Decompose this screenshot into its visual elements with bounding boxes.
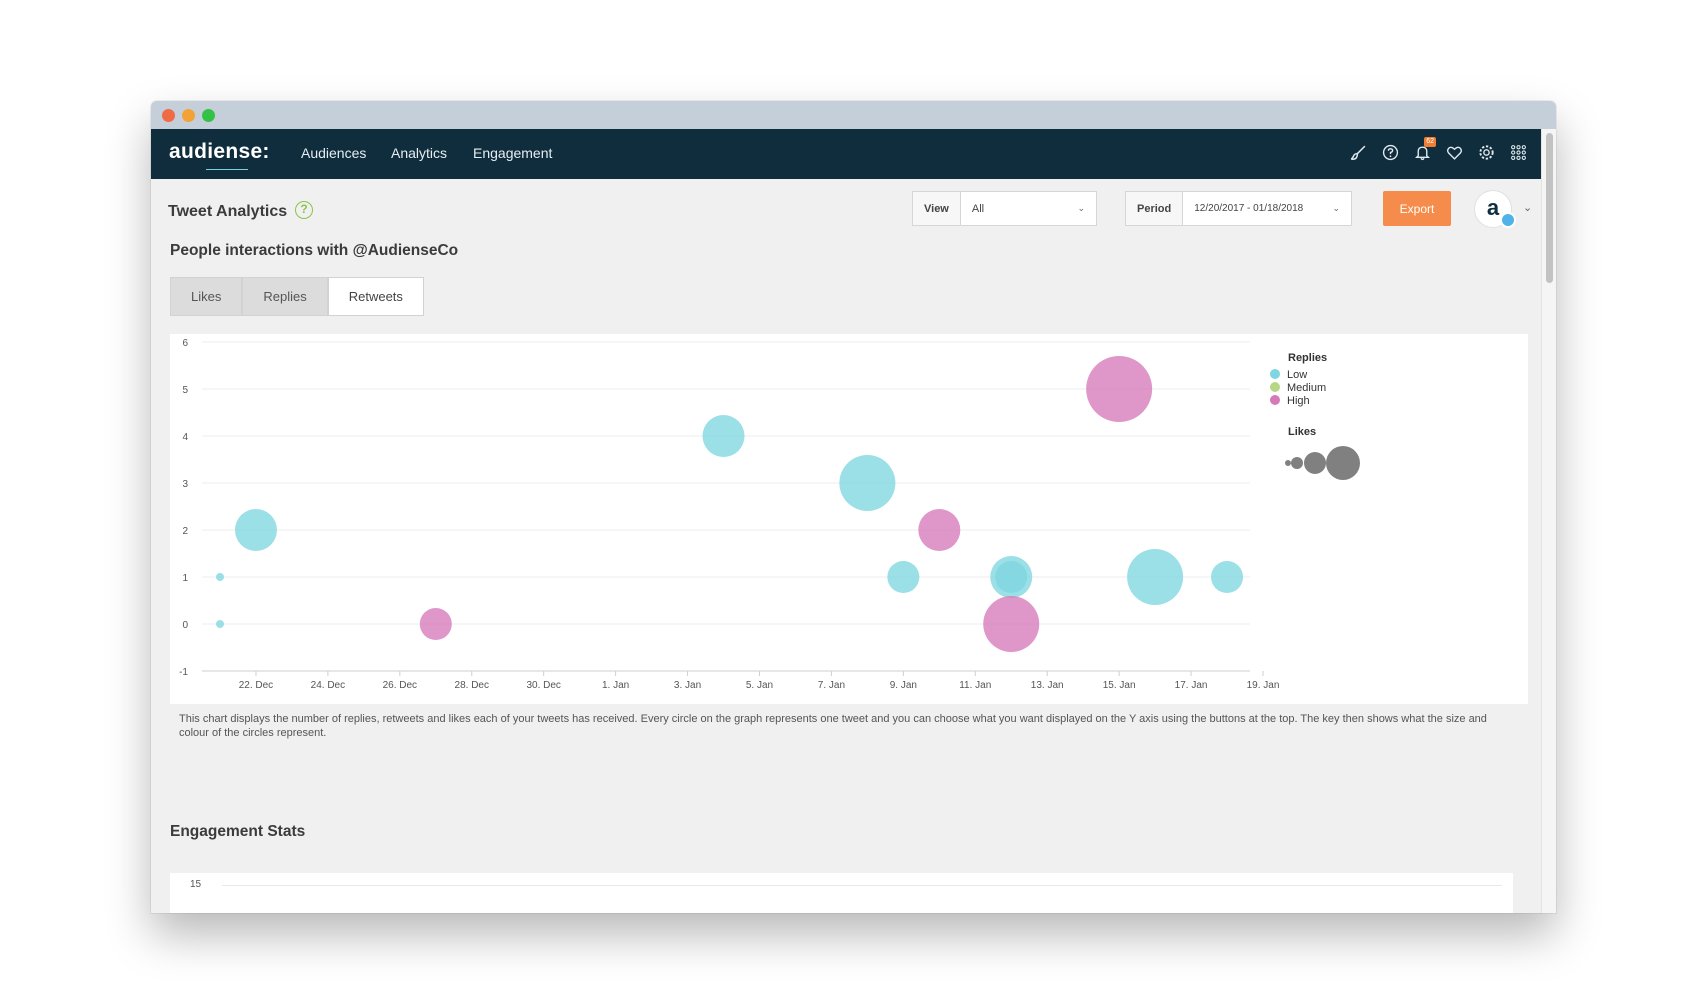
x-tick-label: 11. Jan [959,680,991,691]
nav-icons: 62 [1349,137,1527,161]
data-bubble[interactable] [1211,561,1244,593]
data-bubble[interactable] [1127,549,1184,605]
x-tick-label: 26. Dec [383,680,417,691]
data-bubble[interactable] [1086,356,1153,422]
legend-swatch [1270,369,1280,379]
browser-window: audiense: Audiences Analytics Engagement… [151,101,1556,913]
brush-icon[interactable] [1349,143,1367,161]
data-bubble[interactable] [983,596,1040,652]
bubble-chart: 6 5 4 3 2 1 0 -1 22. Dec 24. Dec 26. Dec 28. Dec 30.… [179,338,1360,691]
y-tick-label: 6 [182,338,188,349]
interactions-title: People interactions with @AudienseCo [170,242,459,259]
tab-retweets[interactable]: Retweets [327,277,424,316]
metric-tabs: Likes Replies Retweets [170,277,424,316]
tab-replies[interactable]: Replies [242,277,328,316]
nav-audiences[interactable]: Audiences [301,145,367,161]
data-bubble[interactable] [419,608,452,640]
legend-label: Medium [1287,382,1326,394]
x-tick-label: 19. Jan [1247,680,1280,691]
nav-analytics[interactable]: Analytics [391,145,448,161]
maximize-window-button[interactable] [202,109,215,122]
size-legend-circle [1285,460,1291,466]
x-tick-label: 15. Jan [1103,680,1136,691]
view-filter[interactable]: View All ⌄ [912,191,1097,226]
y-tick-label: -1 [179,667,188,678]
legend-swatch [1270,395,1280,405]
data-bubble[interactable] [702,415,745,457]
chart-description: This chart displays the number of replie… [179,713,1487,739]
data-bubble[interactable] [216,620,224,628]
bubble-chart-panel: 6 5 4 3 2 1 0 -1 22. Dec 24. Dec 26. Dec 28. Dec 30.… [170,334,1528,704]
x-tick-label: 13. Jan [1031,680,1064,691]
y-tick-label: 15 [190,879,202,890]
view-label: View [913,192,961,225]
x-tick-label: 17. Jan [1175,680,1208,691]
legend-label: Low [1287,369,1307,381]
y-tick-label: 0 [182,620,188,631]
page-scrollbar[interactable] [1541,129,1556,913]
nav-engagement[interactable]: Engagement [473,145,553,161]
legend-title: Replies [1288,352,1327,364]
y-tick-label: 3 [182,479,188,490]
x-tick-label: 1. Jan [602,680,629,691]
minimize-window-button[interactable] [182,109,195,122]
gridline [222,885,1502,886]
size-legend-circle [1304,452,1326,474]
size-legend-circle [1291,457,1303,469]
period-filter[interactable]: Period 12/20/2017 - 01/18/2018 ⌄ [1125,191,1352,226]
legend-label: High [1287,395,1310,407]
page-title: Tweet Analytics [168,203,288,220]
view-value: All [971,202,985,215]
main-content: Tweet Analytics ? View All ⌄ Period 12/2… [151,179,1541,913]
x-tick-label: 5. Jan [746,680,773,691]
heart-icon[interactable] [1445,143,1463,161]
y-tick-label: 4 [182,432,188,443]
audiense-logo[interactable]: audiense: [169,140,270,163]
y-tick-label: 2 [182,526,188,537]
help-circle-icon[interactable]: ? [295,201,313,219]
legend-swatch [1270,382,1280,392]
x-tick-label: 3. Jan [674,680,701,691]
chevron-down-icon[interactable]: ⌄ [1523,202,1533,214]
bell-icon[interactable]: 62 [1413,137,1436,161]
x-tick-label: 9. Jan [890,680,917,691]
engagement-title: Engagement Stats [170,823,306,840]
scrollbar-thumb[interactable] [1546,133,1553,283]
export-button[interactable]: Export [1383,191,1451,226]
top-navbar: audiense: Audiences Analytics Engagement… [151,129,1541,179]
data-bubble[interactable] [234,509,277,551]
y-tick-label: 5 [182,385,188,396]
view-select[interactable]: All ⌄ [961,203,1096,215]
data-bubble[interactable] [216,573,224,581]
data-bubble[interactable] [995,561,1028,593]
data-bubble[interactable] [918,509,961,551]
period-select[interactable]: 12/20/2017 - 01/18/2018 ⌄ [1183,203,1351,214]
engagement-stats-panel: 15 [170,873,1513,913]
x-tick-label: 28. Dec [455,680,489,691]
notification-badge: 62 [1424,137,1436,147]
help-icon[interactable] [1381,143,1399,161]
window-titlebar [151,101,1556,129]
size-legend-title: Likes [1288,426,1316,438]
gear-icon[interactable] [1477,143,1495,161]
data-bubble[interactable] [887,561,920,593]
logo-underline [206,169,248,170]
grid-icon[interactable] [1509,143,1527,161]
chevron-down-icon: ⌄ [1077,203,1085,213]
period-label: Period [1126,192,1184,225]
x-tick-label: 7. Jan [818,680,845,691]
x-tick-label: 22. Dec [239,680,273,691]
x-tick-label: 30. Dec [526,680,560,691]
period-value: 12/20/2017 - 01/18/2018 [1194,203,1304,214]
y-tick-label: 1 [182,573,188,584]
x-tick-label: 24. Dec [311,680,345,691]
chevron-down-icon: ⌄ [1332,203,1340,213]
close-window-button[interactable] [162,109,175,122]
data-bubble[interactable] [839,455,896,511]
size-legend-circle [1326,446,1360,480]
tab-likes[interactable]: Likes [170,277,243,316]
twitter-icon [1500,212,1516,228]
